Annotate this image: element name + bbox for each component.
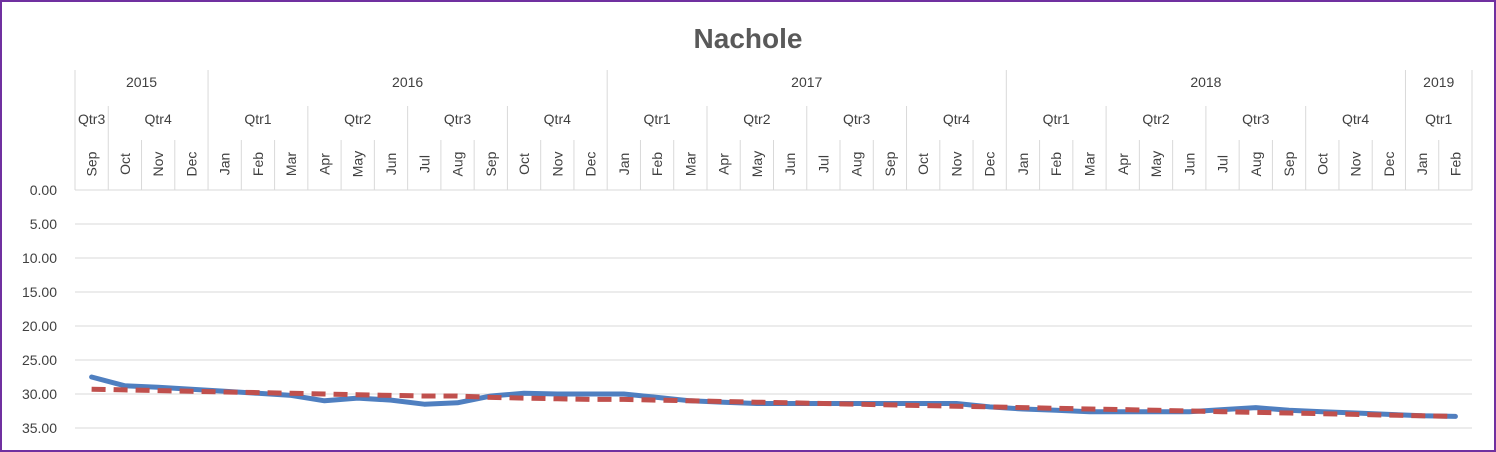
month-label: Nov (549, 152, 565, 177)
year-label: 2019 (1423, 74, 1454, 90)
month-label: Apr (316, 153, 332, 175)
month-label: Dec (1381, 152, 1397, 177)
quarter-label: Qtr3 (78, 111, 105, 127)
month-label: Dec (583, 152, 599, 177)
month-label: Dec (183, 152, 199, 177)
month-label: Aug (849, 152, 865, 177)
month-label: Oct (1314, 153, 1330, 175)
y-tick-label: 10.00 (22, 250, 57, 266)
month-label: May (749, 151, 765, 177)
month-label: Feb (1447, 152, 1463, 176)
y-tick-label: 0.00 (30, 182, 57, 198)
series-lines (89, 374, 1458, 419)
quarter-label: Qtr1 (1043, 111, 1070, 127)
chart-title: Nachole (694, 23, 803, 54)
month-label: Oct (117, 153, 133, 175)
month-label: Jul (815, 155, 831, 173)
month-label: Feb (649, 152, 665, 176)
y-tick-label: 25.00 (22, 352, 57, 368)
category-axis-header: Sep Oct Nov Dec Jan Feb Mar Apr May Jun Jul Aug Sep O… (74, 70, 1473, 190)
month-label: Apr (716, 153, 732, 175)
month-label: Jan (1015, 153, 1031, 176)
quarter-label: Qtr3 (1242, 111, 1269, 127)
month-label: Aug (1248, 152, 1264, 177)
month-label: May (350, 151, 366, 177)
quarter-label: Qtr4 (1342, 111, 1369, 127)
year-label: 2015 (126, 74, 157, 90)
month-label: Sep (882, 151, 898, 176)
month-label: Jul (1215, 155, 1231, 173)
month-label: Apr (1115, 153, 1131, 175)
y-tick-label: 20.00 (22, 318, 57, 334)
year-label: 2016 (392, 74, 423, 90)
quarter-label: Qtr2 (1142, 111, 1169, 127)
quarter-label: Qtr4 (145, 111, 172, 127)
month-label: May (1148, 151, 1164, 177)
month-label: Dec (982, 152, 998, 177)
quarter-label: Qtr3 (444, 111, 471, 127)
quarter-label: Qtr2 (344, 111, 371, 127)
month-label: Aug (450, 152, 466, 177)
month-label: Jun (782, 153, 798, 176)
quarter-label: Qtr1 (244, 111, 271, 127)
quarter-label: Qtr4 (943, 111, 970, 127)
y-tick-label: 5.00 (30, 216, 57, 232)
month-label: Sep (483, 151, 499, 176)
quarter-label: Qtr3 (843, 111, 870, 127)
quarter-label: Qtr2 (743, 111, 770, 127)
series-line-dashed (91, 386, 1456, 419)
gridlines (75, 189, 1472, 429)
month-label: Nov (150, 152, 166, 177)
month-label: Feb (1048, 152, 1064, 176)
y-tick-label: 15.00 (22, 284, 57, 300)
quarter-label: Qtr4 (544, 111, 571, 127)
quarter-label: Qtr1 (1425, 111, 1452, 127)
month-label: Jun (383, 153, 399, 176)
month-label: Nov (1348, 152, 1364, 177)
y-tick-label: 30.00 (22, 386, 57, 402)
month-label: Sep (84, 151, 100, 176)
month-label: Jun (1181, 153, 1197, 176)
year-label: 2018 (1190, 74, 1221, 90)
month-label: Feb (250, 152, 266, 176)
year-label: 2017 (791, 74, 822, 90)
month-label: Jan (616, 153, 632, 176)
month-label: Jan (1414, 153, 1430, 176)
series-line-solid (89, 374, 1458, 419)
month-label: Oct (516, 153, 532, 175)
month-label: Oct (915, 153, 931, 175)
month-label: Jan (217, 153, 233, 176)
month-label: Jul (416, 155, 432, 173)
month-label: Nov (948, 152, 964, 177)
quarter-label: Qtr1 (643, 111, 670, 127)
month-label: Mar (283, 152, 299, 176)
month-label: Mar (682, 152, 698, 176)
month-label: Mar (1081, 152, 1097, 176)
y-tick-label: 35.00 (22, 420, 57, 436)
value-axis: 0.00 5.00 10.00 15.00 20.00 25.00 30.00 35.00 (22, 182, 57, 436)
month-label: Sep (1281, 151, 1297, 176)
